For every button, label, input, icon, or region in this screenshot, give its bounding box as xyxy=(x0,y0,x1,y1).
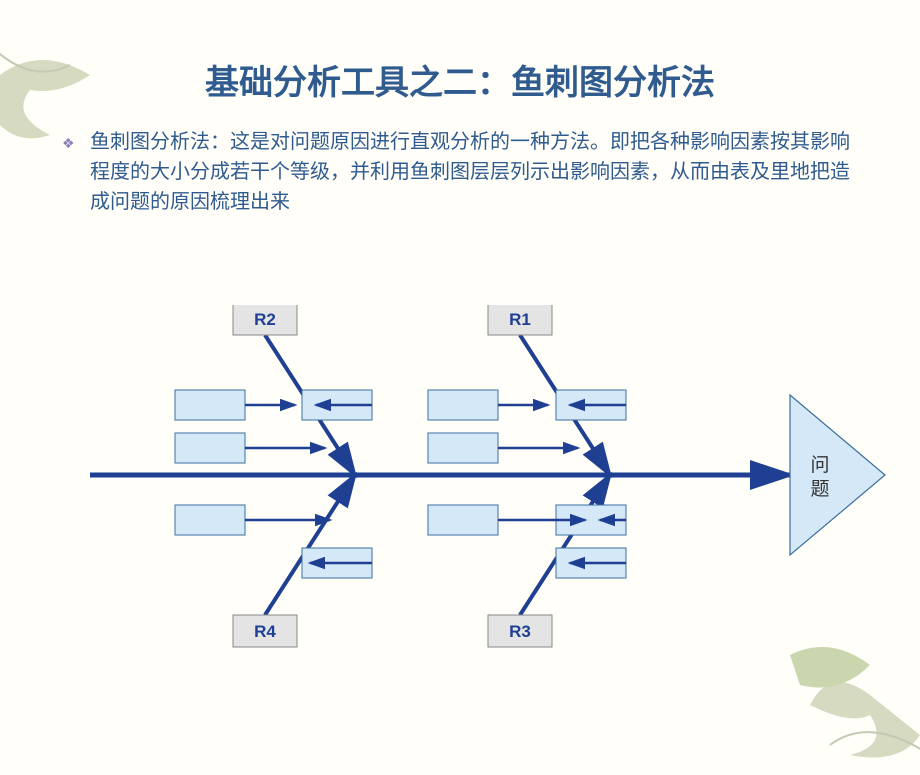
sub-cause-box xyxy=(428,505,498,535)
bone-label-R4: R4 xyxy=(254,622,276,641)
fishbone-svg: R2 R1 R4 R3 问题 xyxy=(0,305,920,725)
title-text: 基础分析工具之二：鱼刺图分析法 xyxy=(205,64,715,102)
sub-cause-box xyxy=(428,390,498,420)
result-triangle xyxy=(790,395,885,555)
bone-label-R2: R2 xyxy=(254,310,276,329)
sub-cause-box xyxy=(175,505,245,535)
bone-label-R3: R3 xyxy=(509,622,531,641)
sub-cause-box xyxy=(175,433,245,463)
bullet-icon: ❖ xyxy=(62,133,75,154)
bone-label-R1: R1 xyxy=(509,310,531,329)
result-label: 问 xyxy=(810,454,829,476)
sub-cause-box xyxy=(428,433,498,463)
fishbone-diagram: R2 R1 R4 R3 问题 xyxy=(0,305,920,725)
sub-cause-box xyxy=(175,390,245,420)
body-text-content: 鱼刺图分析法：这是对问题原因进行直观分析的一种方法。即把各种影响因素按其影响程度… xyxy=(90,131,850,213)
result-label: 题 xyxy=(810,479,829,500)
body-paragraph: ❖ 鱼刺图分析法：这是对问题原因进行直观分析的一种方法。即把各种影响因素按其影响… xyxy=(90,127,860,217)
page-title: 基础分析工具之二：鱼刺图分析法 xyxy=(0,55,920,104)
